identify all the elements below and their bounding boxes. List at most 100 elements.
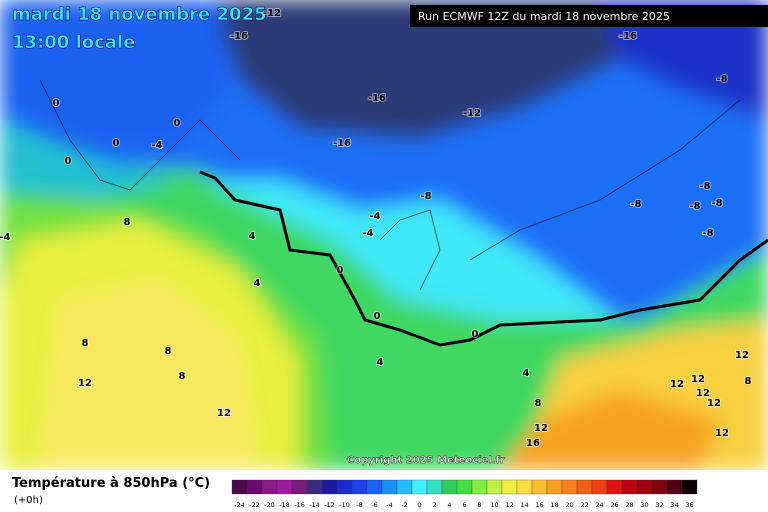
contour-label: -16 [619, 31, 637, 42]
legend-tick-label: 20 [565, 501, 573, 509]
legend-tick-label: 24 [595, 501, 603, 509]
contour-label: 0 [65, 156, 72, 167]
legend-swatch [576, 479, 593, 495]
legend-tick-label: -14 [309, 501, 320, 509]
zero-isotherm [199, 170, 768, 347]
legend-tick-label: 6 [462, 501, 466, 509]
legend-tick-label: 18 [550, 501, 558, 509]
legend-swatch [591, 479, 608, 495]
contour-label: 8 [535, 398, 542, 409]
legend-tick-label: 30 [640, 501, 648, 509]
legend-swatch [426, 479, 443, 495]
contour-label: -8 [689, 201, 700, 212]
legend-tick-label: -12 [324, 501, 335, 509]
contour-label: -4 [0, 232, 11, 243]
date-label: mardi 18 novembre 2025 [12, 4, 267, 25]
legend-swatch [366, 479, 383, 495]
contour-label: 12 [691, 374, 705, 385]
legend-tick-label: -18 [279, 501, 290, 509]
legend-subtitle: (+0h) [14, 495, 43, 506]
legend-tick-label: 4 [447, 501, 451, 509]
temperature-field [0, 0, 768, 470]
contour-label: 0 [374, 311, 381, 322]
legend-swatch [411, 479, 428, 495]
contour-label: -4 [369, 211, 380, 222]
coastline [39, 79, 741, 291]
legend-swatch [396, 479, 413, 495]
contour-label: 8 [82, 338, 89, 349]
contour-label: 8 [745, 376, 752, 387]
contour-label: -8 [630, 199, 641, 210]
contour-label: -16 [368, 93, 386, 104]
legend-tick-label: 22 [580, 501, 588, 509]
contour-label: -4 [151, 140, 162, 151]
legend-swatch [531, 479, 548, 495]
contour-label: 0 [472, 329, 479, 340]
contour-label: 4 [523, 368, 530, 379]
legend-swatch [261, 479, 278, 495]
legend-swatch [381, 479, 398, 495]
contour-label: -8 [702, 228, 713, 239]
contour-label: 4 [249, 231, 256, 242]
run-box [410, 5, 768, 27]
contour-label: 8 [165, 346, 172, 357]
legend-swatch [666, 479, 683, 495]
contour-label: -8 [716, 74, 727, 85]
legend-tick-label: -24 [234, 501, 245, 509]
legend-tick-label: -20 [264, 501, 275, 509]
contour-label: 16 [526, 438, 540, 449]
contour-label: -12 [463, 108, 481, 119]
legend-swatch [441, 479, 458, 495]
contour-label: 12 [696, 388, 710, 399]
legend-swatch [606, 479, 623, 495]
legend-swatch [321, 479, 338, 495]
legend-tick-label: 32 [655, 501, 663, 509]
contour-label: -16 [230, 31, 248, 42]
contour-label: -8 [699, 181, 710, 192]
legend-swatch [291, 479, 308, 495]
legend-tick-label: -4 [386, 501, 392, 509]
contour-label: 12 [707, 398, 721, 409]
contour-label: 4 [377, 357, 384, 368]
legend-tick-label: 8 [477, 501, 481, 509]
legend-swatch [561, 479, 578, 495]
contour-label: 4 [254, 278, 261, 289]
legend-swatch [231, 479, 248, 495]
contour-label: 0 [113, 138, 120, 149]
contour-label: 12 [534, 423, 548, 434]
contour-label: 8 [124, 217, 131, 228]
legend-tick-label: -8 [356, 501, 362, 509]
legend-swatch [336, 479, 353, 495]
legend-swatch [501, 479, 518, 495]
contour-label: 12 [735, 350, 749, 361]
legend-swatch [351, 479, 368, 495]
contour-label: 12 [715, 428, 729, 439]
legend-tick-label: -6 [371, 501, 377, 509]
legend-swatch [471, 479, 488, 495]
legend-swatch [621, 479, 638, 495]
legend-swatch [651, 479, 668, 495]
legend-swatch [546, 479, 563, 495]
contour-label: -12 [263, 8, 281, 19]
time-label: 13:00 locale [12, 32, 135, 53]
legend-swatch [486, 479, 503, 495]
legend-swatch [456, 479, 473, 495]
legend-swatch [636, 479, 653, 495]
legend-tick-label: 12 [505, 501, 513, 509]
legend-tick-label: -16 [294, 501, 305, 509]
legend-tick-label: 0 [417, 501, 421, 509]
legend-swatch [681, 479, 698, 495]
contour-label: -8 [420, 191, 431, 202]
legend-tick-label: 14 [520, 501, 528, 509]
contour-label: -4 [362, 228, 373, 239]
legend-tick-label: 10 [490, 501, 498, 509]
contour-label: 0 [337, 265, 344, 276]
contour-label: -16 [333, 138, 351, 149]
legend-tick-label: 28 [625, 501, 633, 509]
legend-tick-label: 36 [685, 501, 693, 509]
legend-tick-label: -10 [339, 501, 350, 509]
legend-swatch [516, 479, 533, 495]
legend-tick-label: -22 [249, 501, 260, 509]
